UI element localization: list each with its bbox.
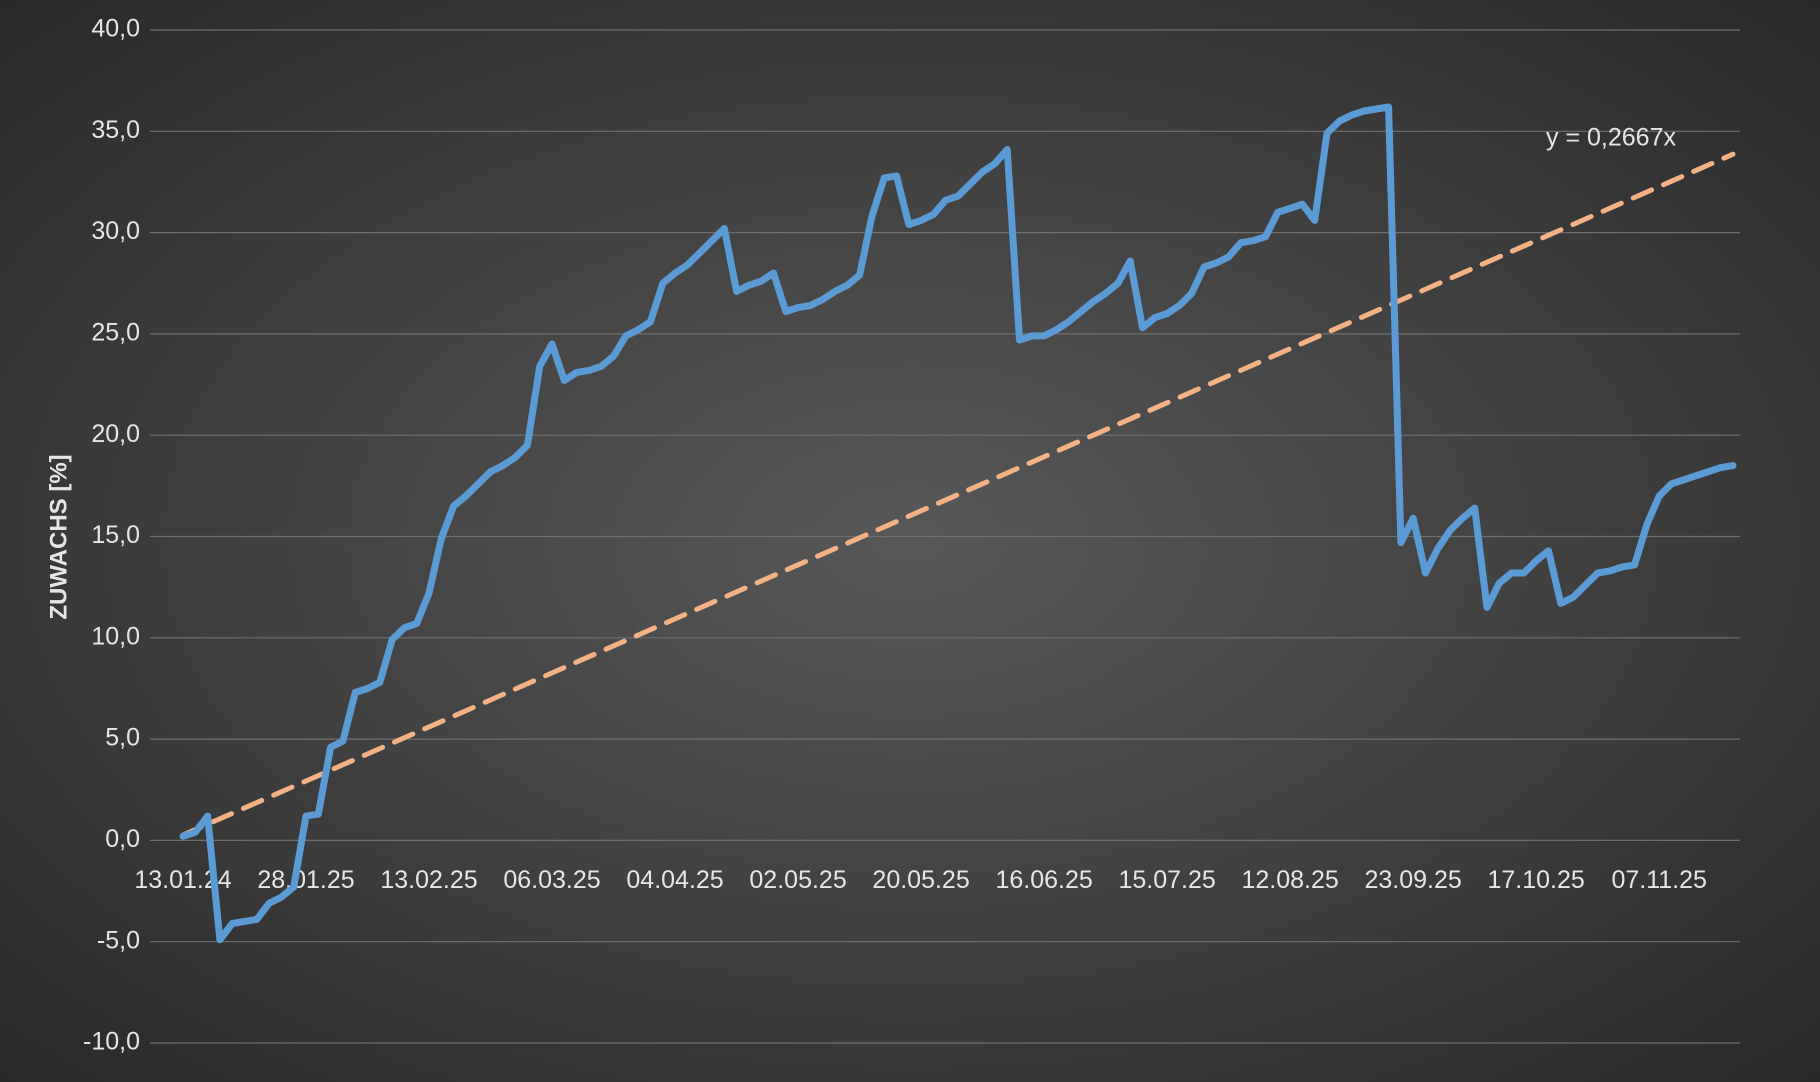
- y-tick-label: 20,0: [91, 420, 140, 448]
- x-tick-label: 15.07.25: [1118, 866, 1215, 894]
- x-tick-label: 04.04.25: [626, 866, 723, 894]
- x-tick-label: 23.09.25: [1364, 866, 1461, 894]
- x-tick-label: 16.06.25: [995, 866, 1092, 894]
- y-tick-label: -5,0: [97, 926, 140, 954]
- x-tick-label: 17.10.25: [1488, 866, 1585, 894]
- x-tick-label: 13.02.25: [380, 866, 477, 894]
- y-tick-label: 5,0: [105, 724, 140, 752]
- y-tick-label: 35,0: [91, 116, 140, 144]
- trendline-label: y = 0,2667x: [1546, 124, 1676, 152]
- y-tick-label: 30,0: [91, 217, 140, 245]
- x-tick-label: 07.11.25: [1611, 866, 1706, 894]
- data-line: [179, 103, 1737, 944]
- y-tick-label: 0,0: [105, 825, 140, 853]
- trendline: [180, 151, 1736, 838]
- x-tick-label: 12.08.25: [1241, 866, 1338, 894]
- y-axis-title: ZUWACHS [%]: [45, 454, 72, 619]
- y-tick-label: 40,0: [91, 15, 140, 43]
- y-tick-label: 25,0: [91, 319, 140, 347]
- x-tick-label: 02.05.25: [749, 866, 846, 894]
- y-tick-label: -10,0: [83, 1028, 140, 1056]
- x-tick-label: 06.03.25: [503, 866, 600, 894]
- x-tick-label: 28.01.25: [257, 866, 354, 894]
- y-tick-label: 15,0: [91, 521, 140, 549]
- x-tick-label: 20.05.25: [872, 866, 969, 894]
- y-tick-label: 10,0: [91, 622, 140, 650]
